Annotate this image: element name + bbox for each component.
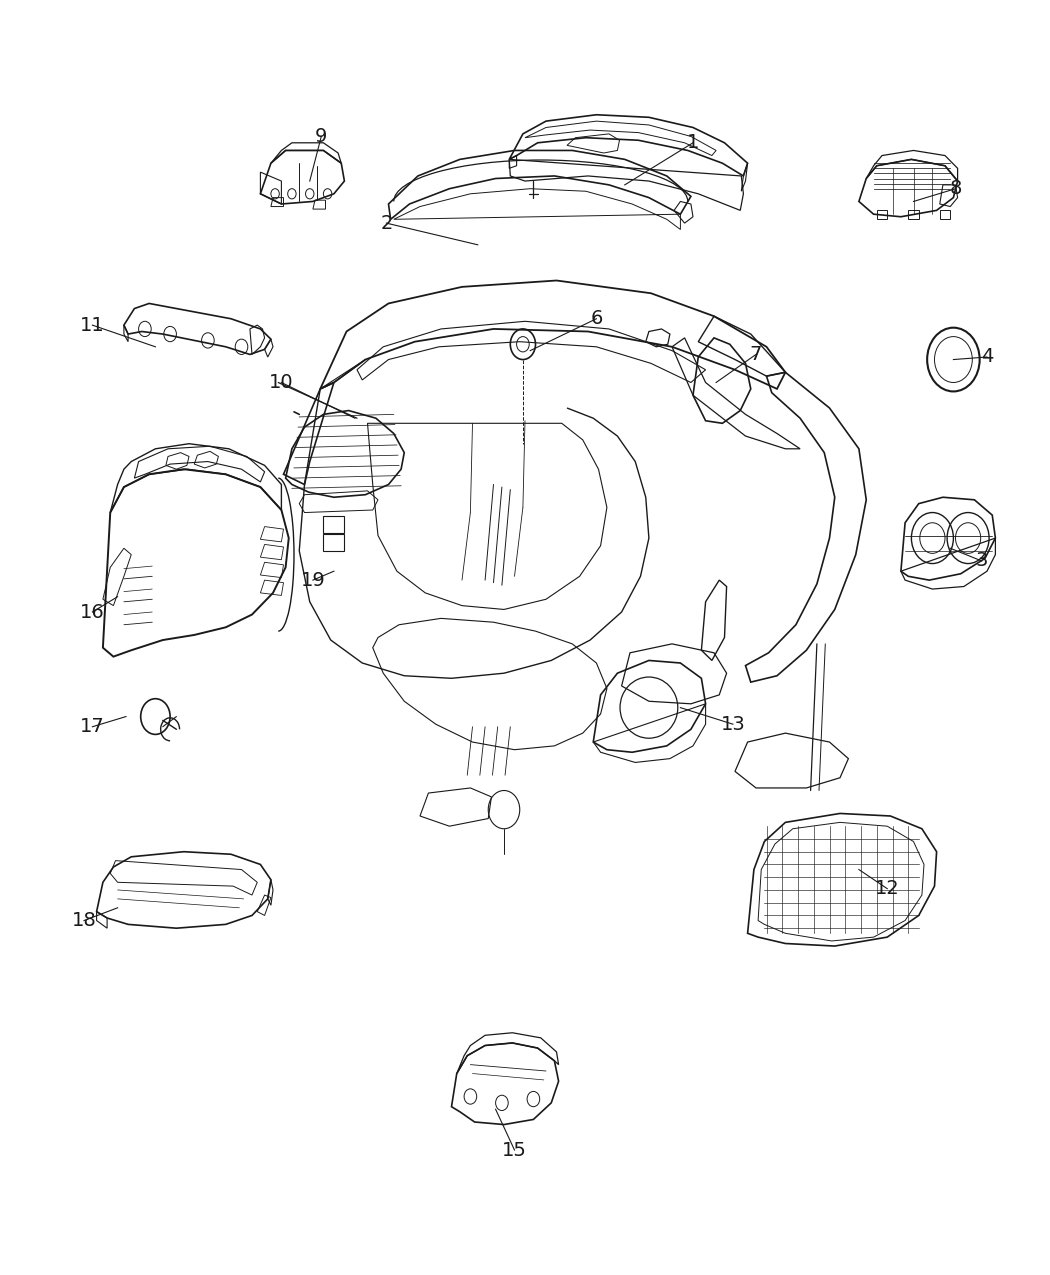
- Text: 10: 10: [269, 374, 294, 391]
- Text: 1: 1: [687, 134, 699, 152]
- Text: 9: 9: [315, 128, 328, 145]
- Text: 13: 13: [720, 715, 746, 733]
- Text: 18: 18: [71, 912, 97, 929]
- Text: 15: 15: [502, 1141, 527, 1159]
- Text: 7: 7: [750, 346, 762, 363]
- Text: 16: 16: [80, 603, 105, 621]
- Text: 3: 3: [975, 552, 988, 570]
- Text: 6: 6: [590, 310, 603, 328]
- Text: 8: 8: [949, 180, 962, 198]
- Text: 2: 2: [380, 214, 393, 232]
- Text: 11: 11: [80, 316, 105, 334]
- Text: 19: 19: [300, 571, 326, 589]
- Text: 12: 12: [875, 880, 900, 898]
- Text: 17: 17: [80, 718, 105, 736]
- Text: 4: 4: [981, 348, 993, 366]
